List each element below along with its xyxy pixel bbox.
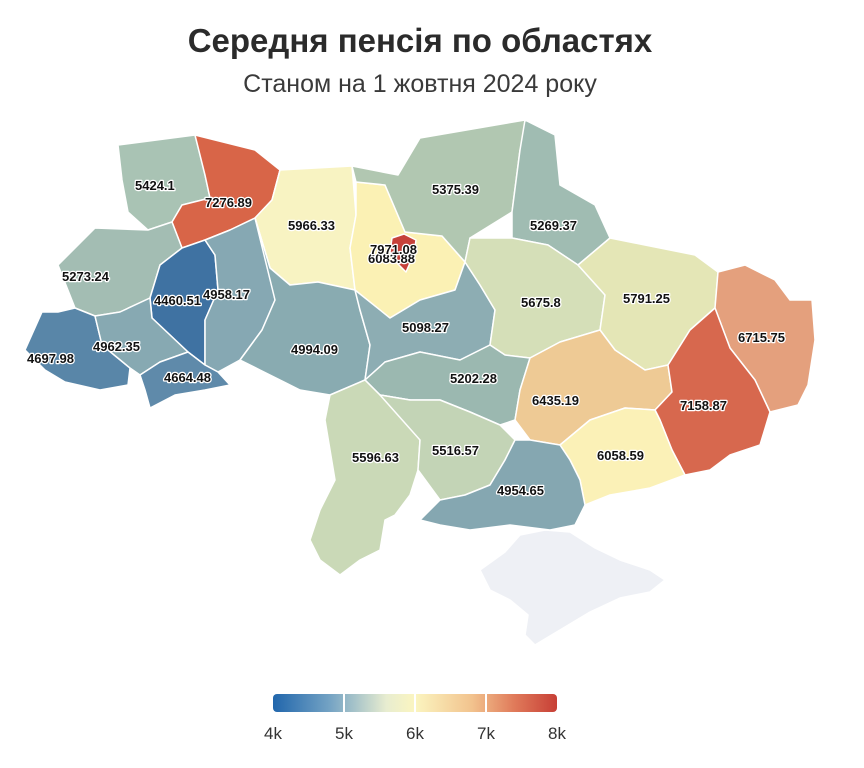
legend-tick-label: 6k: [406, 724, 424, 743]
region-label-volyn: 5424.1: [135, 178, 175, 193]
region-label-zaporizhzhia: 6058.59: [597, 448, 644, 463]
region-label-khmelnytskyi: 4958.17: [203, 287, 250, 302]
region-label-odesa: 5596.63: [352, 450, 399, 465]
region-label-zhytomyr: 5966.33: [288, 218, 335, 233]
region-chernivtsi[interactable]: [139, 351, 231, 409]
legend-tick: [343, 694, 345, 712]
region-label-chernivtsi: 4664.48: [164, 370, 211, 385]
region-label-sumy: 5269.37: [530, 218, 577, 233]
region-label-ivano-frankivsk: 4962.35: [93, 339, 140, 354]
legend-tick-label: 4k: [264, 724, 282, 743]
region-kyiv-city[interactable]: [389, 233, 417, 273]
region-label-lviv: 5273.24: [62, 269, 110, 284]
region-label-kherson: 4954.65: [497, 483, 544, 498]
region-label-kharkiv: 5791.25: [623, 291, 670, 306]
region-label-vinnytsia: 4994.09: [291, 342, 338, 357]
region-label-kirovohrad: 5202.28: [450, 371, 497, 386]
region-label-donetsk: 7158.87: [680, 398, 727, 413]
legend-tick: [414, 694, 416, 712]
region-label-poltava: 5675.8: [521, 295, 561, 310]
region-chernihiv[interactable]: [351, 119, 541, 263]
legend-tick-label: 7k: [477, 724, 495, 743]
map-subtitle: Станом на 1 жовтня 2024 року: [243, 70, 597, 98]
region-label-cherkasy: 5098.27: [402, 320, 449, 335]
region-label-ternopil: 4460.51: [154, 293, 201, 308]
map-title: Середня пенсія по областях: [187, 22, 653, 59]
region-label-rivne: 7276.89: [205, 195, 252, 210]
region-crimea[interactable]: [479, 529, 666, 646]
legend-tick-label: 5k: [335, 724, 353, 743]
region-label-kyiv-oblast: 6083.88: [368, 251, 415, 266]
region-label-mykolaiv: 5516.57: [432, 443, 479, 458]
legend-tick: [485, 694, 487, 712]
region-label-chernihiv: 5375.39: [432, 182, 479, 197]
region-label-kyiv-city: 7971.08: [370, 242, 417, 257]
region-label-zakarpattia: 4697.98: [27, 351, 74, 366]
legend-tick-label: 8k: [548, 724, 566, 743]
region-label-dnipropetrovsk: 6435.19: [532, 393, 579, 408]
region-label-luhansk: 6715.75: [738, 330, 785, 345]
